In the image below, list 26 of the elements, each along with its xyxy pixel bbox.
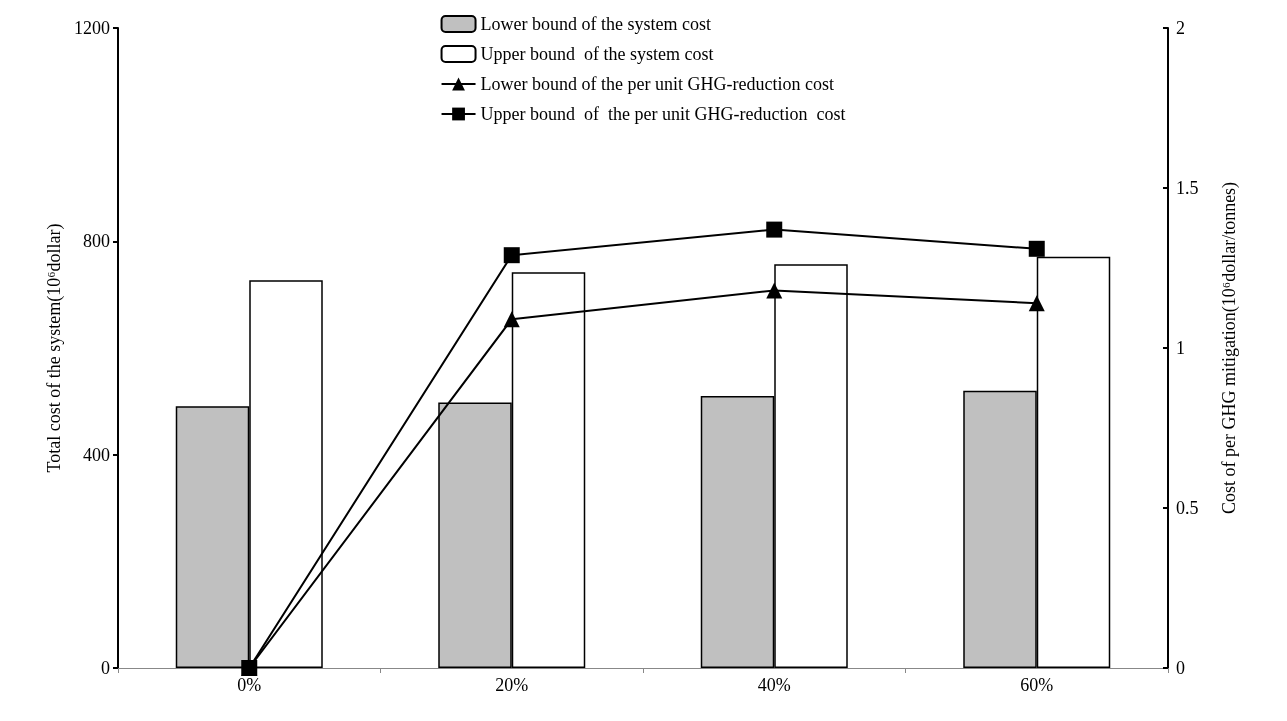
y-tick-label: 1200 xyxy=(74,18,110,38)
legend-label: Lower bound of the per unit GHG-reduction cost xyxy=(480,74,834,94)
point xyxy=(766,221,783,238)
point xyxy=(503,247,520,264)
y-tick-label: 0 xyxy=(101,658,110,678)
x-tick-label: 20% xyxy=(495,675,529,695)
legend-label: Lower bound of the system cost xyxy=(480,14,712,34)
legend-label: Upper bound of the per unit GHG-reduction cost xyxy=(480,104,846,124)
point xyxy=(503,311,520,328)
y2-tick-label: 1.5 xyxy=(1176,178,1199,198)
x-tick-label: 60% xyxy=(1020,675,1054,695)
y-tick-label: 800 xyxy=(83,231,110,252)
y2-tick-label: 2 xyxy=(1176,18,1185,38)
legend-label: Upper bound of the system cost xyxy=(480,44,714,64)
y-tick-label: 400 xyxy=(83,444,110,465)
x-tick-label: 0% xyxy=(237,675,262,695)
y2-tick-label: 0 xyxy=(1176,658,1185,678)
y2-tick-label: 0.5 xyxy=(1176,498,1199,518)
point xyxy=(1028,240,1045,257)
point xyxy=(766,282,783,299)
point xyxy=(241,660,258,676)
point xyxy=(1028,295,1045,312)
x-tick-label: 40% xyxy=(757,675,791,695)
y-axis-title: Total cost of the system(10⁶dollar) xyxy=(44,223,66,473)
y2-tick-label: 1 xyxy=(1176,338,1185,358)
y2-axis-title: Cost of per GHG mitigation(10⁶dollar/tonnes) xyxy=(1219,181,1240,515)
